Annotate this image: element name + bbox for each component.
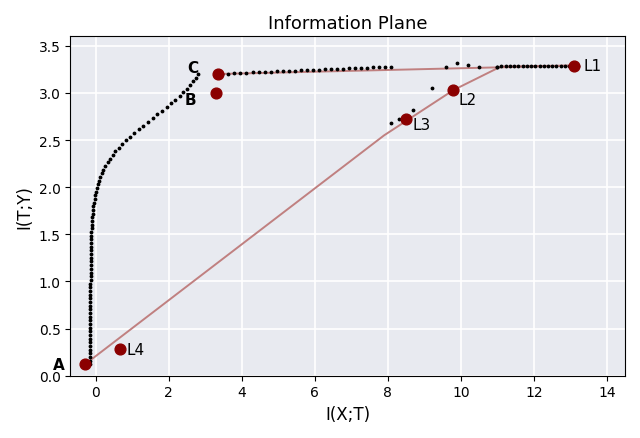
Point (115, 346, 125, 353)
Title: Information Plane: Information Plane (268, 15, 428, 33)
Text: A: A (53, 357, 65, 372)
Point (401, 117, 411, 124)
Point (569, 63, 579, 70)
Point (80, 361, 90, 368)
Text: L2: L2 (459, 93, 477, 108)
Text: L4: L4 (126, 342, 144, 357)
Text: B: B (184, 93, 196, 108)
Text: C: C (187, 61, 198, 76)
Point (449, 87, 459, 94)
Y-axis label: I(T;Y): I(T;Y) (15, 185, 33, 229)
Point (211, 90, 221, 97)
Text: L3: L3 (413, 117, 431, 132)
X-axis label: I(X;T): I(X;T) (325, 405, 370, 423)
Text: L1: L1 (583, 59, 601, 74)
Point (213, 71, 223, 78)
